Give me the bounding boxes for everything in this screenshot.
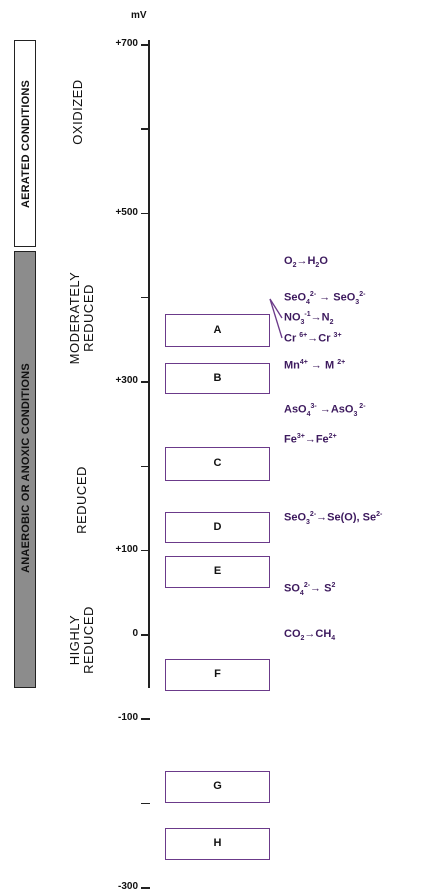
axis-tick [141, 887, 150, 889]
axis-tick-label: +500 [115, 206, 138, 218]
reaction-c: Mn4+ → M 2+ [284, 359, 346, 372]
reaction-b3: Cr 6+→Cr 3+ [284, 332, 342, 345]
reaction-box-h: H [165, 827, 270, 861]
reaction-h: CO2→CH4 [284, 628, 336, 643]
axis-tick [141, 634, 150, 636]
axis-tick [141, 212, 150, 215]
axis-tick [141, 465, 150, 467]
axis-tick-label: +700 [115, 38, 138, 49]
axis-tick [141, 718, 150, 720]
axis-tick [141, 44, 150, 46]
axis-unit: mV [131, 10, 147, 21]
box-b-connectors [269, 298, 283, 339]
reaction-box-d: D [165, 511, 270, 544]
axis-tick [141, 549, 150, 552]
reaction-box-g: G [165, 770, 270, 803]
axis-tick [141, 296, 150, 299]
reaction-e: Fe3+→Fe2+ [284, 433, 337, 446]
reaction-g: SO42-→ S2 [284, 582, 336, 597]
reaction-a: O2→H2O [284, 255, 328, 270]
reaction-box-f: F [165, 659, 270, 692]
reaction-box-e: E [165, 555, 270, 588]
axis-tick-label: +300 [115, 375, 138, 387]
reaction-b1: SeO42- → SeO32- [284, 291, 366, 306]
axis-tick-label: -300 [117, 881, 138, 892]
reaction-box-c: C [165, 446, 270, 481]
axis-tick-label: -100 [117, 712, 138, 724]
reaction-f: SeO32-→Se(O), Se2- [284, 511, 383, 526]
axis-tick [141, 128, 150, 130]
axis-line [148, 40, 150, 688]
axis-tick-label: +100 [115, 543, 138, 555]
reaction-d: AsO43- →AsO3 2- [284, 403, 366, 418]
reaction-box-b: B [165, 362, 270, 394]
axis-tick [141, 381, 150, 383]
axis-tick-label: 0 [132, 628, 138, 640]
reaction-box-a: A [165, 313, 270, 348]
reaction-b2: NO3-1→N2 [284, 311, 334, 326]
axis-tick [141, 802, 150, 805]
aerated-bar: AERATED CONDITIONS [14, 40, 36, 247]
